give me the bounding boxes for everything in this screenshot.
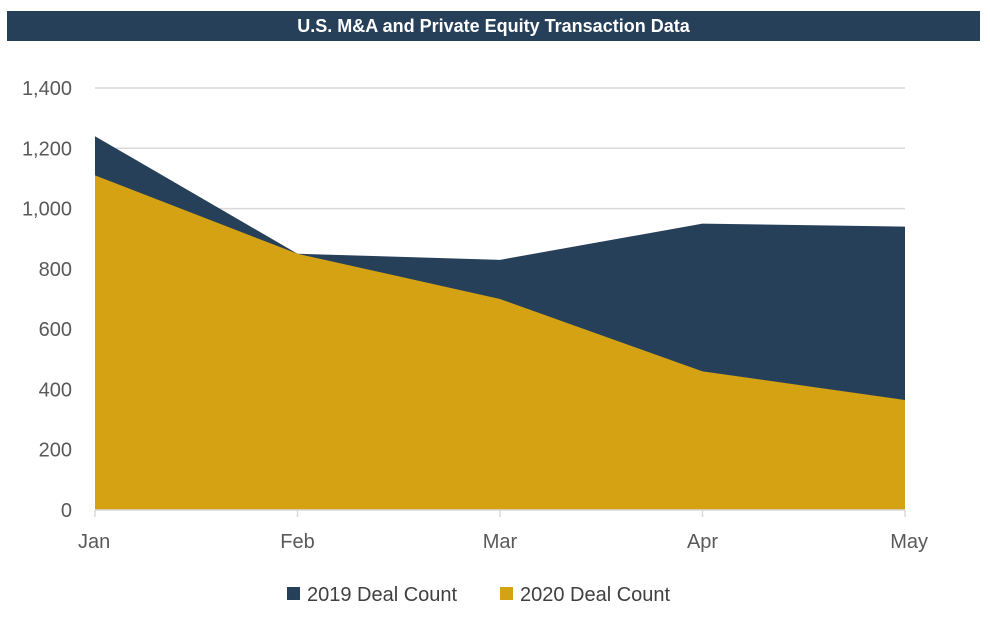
legend-swatch <box>500 587 513 600</box>
area-2020-deal-count <box>95 175 905 510</box>
legend-label: 2019 Deal Count <box>307 584 458 606</box>
legend: 2019 Deal Count 2020 Deal Count <box>287 584 671 606</box>
y-tick-label: 200 <box>39 440 72 462</box>
y-axis-ticks: 0 200 400 600 800 1,000 1,200 1,400 <box>22 78 72 522</box>
y-tick-label: 1,000 <box>22 199 72 221</box>
x-tick-label: May <box>890 531 928 553</box>
chart-title: U.S. M&A and Private Equity Transaction … <box>7 11 980 41</box>
y-tick-label: 1,400 <box>22 78 72 100</box>
y-tick-label: 0 <box>61 500 72 522</box>
x-axis-ticks: Jan Feb Mar Apr May <box>78 531 928 553</box>
y-tick-label: 600 <box>39 319 72 341</box>
x-tick-label: Apr <box>687 531 718 553</box>
x-tick-label: Mar <box>483 531 518 553</box>
legend-label: 2020 Deal Count <box>520 584 671 606</box>
area-series <box>95 136 905 510</box>
legend-swatch <box>287 587 300 600</box>
x-tick-label: Jan <box>78 531 110 553</box>
x-tick-label: Feb <box>280 531 314 553</box>
y-tick-label: 400 <box>39 379 72 401</box>
axes <box>94 509 906 517</box>
y-tick-label: 1,200 <box>22 138 72 160</box>
y-tick-label: 800 <box>39 259 72 281</box>
